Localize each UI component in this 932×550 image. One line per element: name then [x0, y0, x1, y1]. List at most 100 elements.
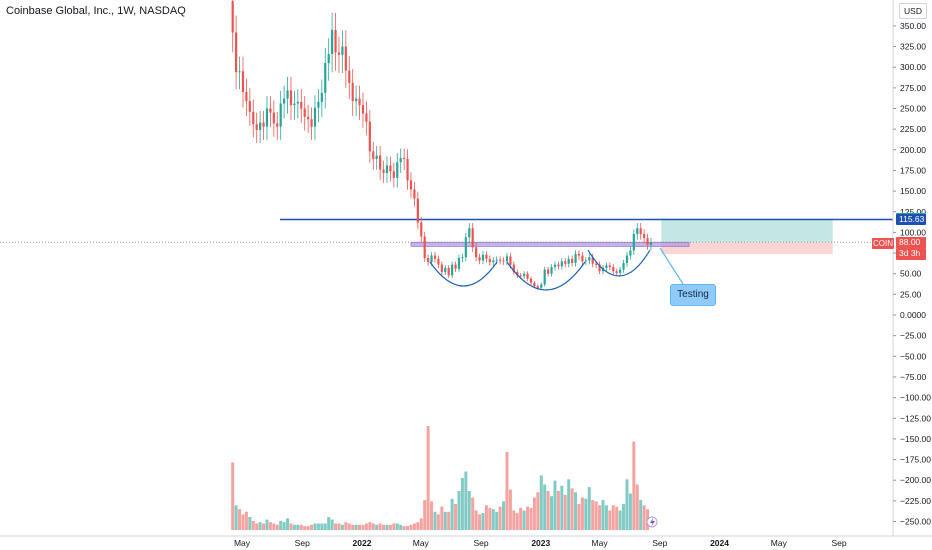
candle-body: [536, 286, 539, 288]
candle-body: [608, 265, 611, 268]
volume-bar: [460, 478, 464, 530]
currency-label[interactable]: USD: [899, 3, 927, 19]
volume-bar: [306, 526, 310, 530]
volume-bar: [323, 523, 327, 530]
volume-bar: [580, 497, 584, 530]
candle-body: [560, 261, 563, 267]
y-tick-label: 325.00: [900, 42, 926, 52]
volume-bar: [330, 519, 334, 530]
volume-bar: [502, 501, 506, 530]
x-tick-label: 2022: [353, 538, 372, 548]
candle-body: [605, 265, 608, 268]
stop-zone: [661, 242, 833, 255]
volume-bar: [430, 501, 434, 530]
candle-body: [310, 119, 313, 127]
candle-body: [440, 264, 443, 273]
y-tick-label: −150.00: [900, 434, 931, 444]
candle-body: [591, 257, 594, 264]
x-tick-label: May: [234, 538, 251, 548]
volume-bars: [231, 426, 650, 530]
volume-bar: [334, 523, 338, 530]
volume-bar: [409, 524, 413, 530]
x-tick-label: Sep: [831, 538, 846, 548]
volume-bar: [577, 504, 581, 530]
candle-body: [577, 253, 581, 256]
candle-body: [307, 116, 310, 120]
volume-bar: [481, 513, 485, 530]
candle-body: [248, 101, 251, 112]
volume-bar: [412, 523, 416, 530]
volume-bar: [416, 522, 420, 530]
volume-bar: [419, 518, 423, 530]
volume-bar: [543, 484, 547, 530]
volume-bar: [587, 487, 591, 530]
volume-bar: [426, 426, 430, 530]
volume-bar: [289, 523, 293, 530]
y-tick-label: 350.00: [900, 21, 926, 31]
volume-bar: [392, 523, 396, 530]
volume-bar: [519, 507, 523, 530]
candle-body: [461, 257, 464, 259]
y-tick-label: −100.00: [900, 393, 931, 403]
volume-bar: [447, 511, 451, 530]
candle-body: [646, 238, 649, 245]
volume-bar: [584, 498, 588, 530]
bottom-arc: [587, 249, 651, 277]
candle-body: [375, 155, 378, 159]
volume-bar: [344, 522, 348, 530]
volume-bar: [522, 510, 526, 530]
bar-countdown: 3d 3h: [896, 247, 926, 259]
candle-body: [324, 63, 327, 93]
volume-bar: [556, 491, 560, 530]
y-tick-label: −225.00: [900, 496, 931, 506]
volume-bar: [454, 504, 458, 530]
chart-title: Coinbase Global, Inc., 1W, NASDAQ: [6, 5, 186, 17]
candle-body: [372, 151, 375, 159]
target-zone: [661, 218, 833, 243]
volume-bar: [512, 510, 516, 530]
candle-body: [262, 122, 265, 127]
volume-bar: [399, 524, 403, 530]
candle-body: [615, 271, 618, 273]
volume-bar: [275, 524, 279, 530]
volume-bar: [265, 519, 269, 530]
candle-body: [509, 256, 512, 265]
bottom-arc: [506, 261, 586, 291]
volume-bar: [491, 509, 495, 530]
lightning-bolt-glyph: [650, 518, 655, 527]
y-tick-label: −125.00: [900, 413, 931, 423]
candle-body: [451, 264, 454, 276]
x-tick-label: Sep: [652, 538, 667, 548]
candle-body: [512, 264, 515, 273]
candle-body: [502, 260, 505, 262]
candle-body: [392, 171, 395, 178]
volume-bar: [282, 522, 286, 530]
volume-bar: [395, 523, 399, 530]
y-tick-label: 300.00: [900, 62, 926, 72]
candle-body: [639, 228, 642, 235]
candle-body: [588, 257, 591, 261]
candle-body: [547, 269, 550, 274]
candle-body: [382, 169, 385, 173]
candle-body: [351, 82, 354, 102]
candle-body: [471, 228, 474, 248]
candle-body: [283, 98, 286, 104]
x-tick-label: 2024: [710, 538, 729, 548]
volume-bar: [361, 524, 365, 530]
candle-body: [317, 101, 320, 108]
candle-body: [553, 264, 557, 268]
candle-body: [622, 262, 625, 270]
candle-body: [612, 267, 615, 272]
candle-body: [526, 273, 529, 279]
volume-bar: [351, 524, 355, 530]
candle-body: [276, 123, 279, 127]
price-badge: 88.00: [896, 236, 926, 248]
candle-body: [584, 260, 587, 262]
candle-body: [557, 264, 560, 267]
volume-bar: [553, 480, 557, 530]
y-tick-label: 225.00: [900, 124, 926, 134]
volume-bar: [615, 506, 619, 530]
testing-callout[interactable]: Testing: [670, 284, 716, 306]
candle-body: [272, 112, 275, 124]
